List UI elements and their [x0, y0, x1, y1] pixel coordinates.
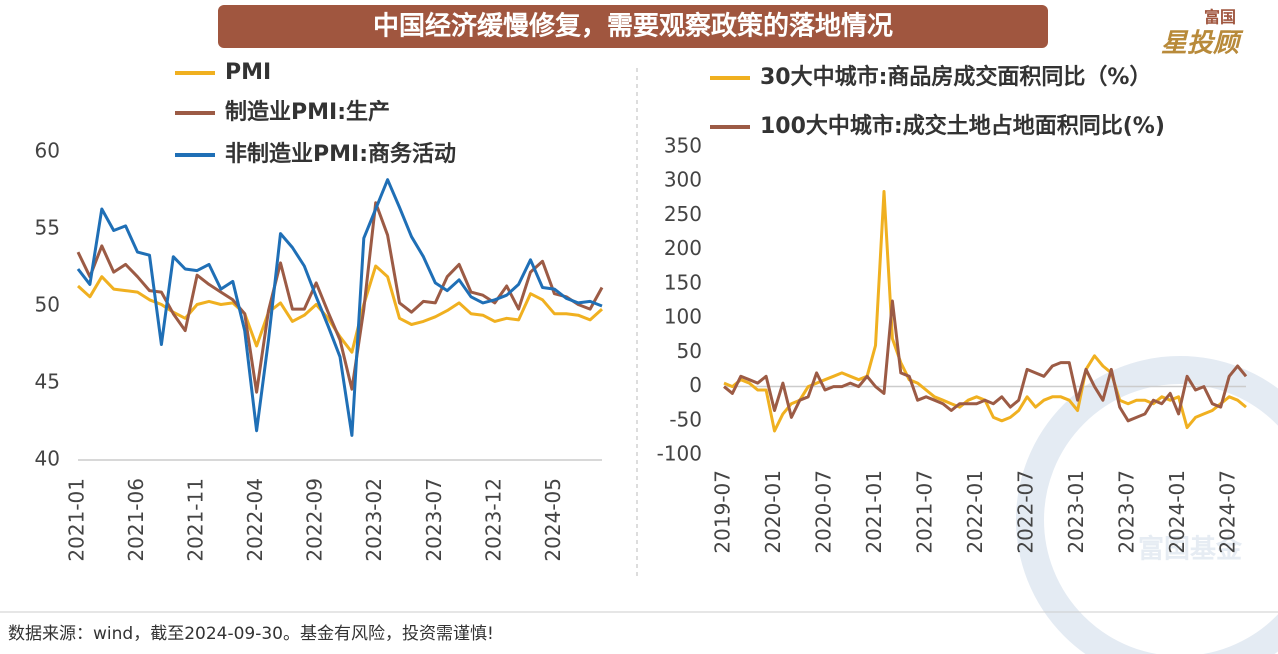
x-tick-label: 2020-07 [812, 470, 836, 554]
x-tick-label: 2021-06 [124, 478, 148, 562]
legend-label: 100大中城市:成交土地占地面积同比(%) [760, 113, 1165, 139]
x-tick-label: 2023-01 [1064, 470, 1088, 554]
x-tick-label: 2021-11 [184, 478, 208, 562]
y-tick-label: 200 [664, 236, 702, 260]
x-tick-label: 2023-02 [362, 478, 386, 562]
y-tick-label: 150 [664, 270, 702, 294]
legend-label: PMI [225, 60, 271, 85]
y-tick-label: 0 [689, 373, 702, 397]
brand-main: 星投顾 [1161, 29, 1244, 59]
x-tick-label: 2022-01 [963, 470, 987, 554]
x-tick-label: 2021-01 [862, 470, 886, 554]
x-tick-label: 2023-07 [422, 478, 446, 562]
x-tick-label: 2023-12 [481, 478, 505, 562]
x-tick-label: 2022-07 [1014, 470, 1038, 554]
x-tick-label: 2024-05 [541, 478, 565, 562]
watermark-ring [1016, 356, 1278, 654]
y-tick-label: -100 [657, 442, 702, 466]
y-tick-label: 40 [35, 447, 60, 471]
series-line [76, 178, 603, 437]
x-tick-label: 2021-07 [913, 470, 937, 554]
y-tick-label: -50 [669, 407, 702, 431]
y-tick-label: 55 [35, 216, 60, 240]
y-tick-label: 300 [664, 168, 702, 192]
y-tick-label: 50 [35, 293, 60, 317]
y-tick-label: 250 [664, 202, 702, 226]
x-tick-label: 2022-04 [243, 478, 267, 562]
brand-top: 富国 [1204, 8, 1236, 27]
y-tick-label: 60 [35, 139, 60, 163]
series-line [76, 201, 604, 394]
legend-label: 30大中城市:商品房成交面积同比（%） [760, 64, 1151, 90]
x-tick-label: 2024-01 [1165, 470, 1189, 554]
source: 数据来源：wind，截至2024-09-30。基金有风险，投资需谨慎! [8, 624, 494, 644]
y-tick-label: 45 [35, 370, 60, 394]
x-tick-label: 2019-07 [711, 470, 735, 554]
legend-label: 制造业PMI:生产 [225, 100, 390, 125]
y-tick-label: 50 [677, 339, 702, 363]
title: 中国经济缓慢修复，需要观察政策的落地情况 [373, 11, 893, 42]
x-tick-label: 2024-07 [1216, 470, 1240, 554]
legend-label: 非制造业PMI:商务活动 [225, 141, 456, 167]
title-banner [218, 5, 1048, 48]
y-tick-label: 100 [664, 305, 702, 329]
watermark: 富国基金 [1138, 534, 1243, 565]
x-tick-label: 2021-01 [65, 478, 89, 562]
x-tick-label: 2020-01 [761, 470, 785, 554]
x-tick-label: 2023-07 [1115, 470, 1139, 554]
series-line [723, 299, 1248, 423]
y-tick-label: 350 [664, 134, 702, 158]
x-tick-label: 2022-09 [303, 478, 327, 562]
